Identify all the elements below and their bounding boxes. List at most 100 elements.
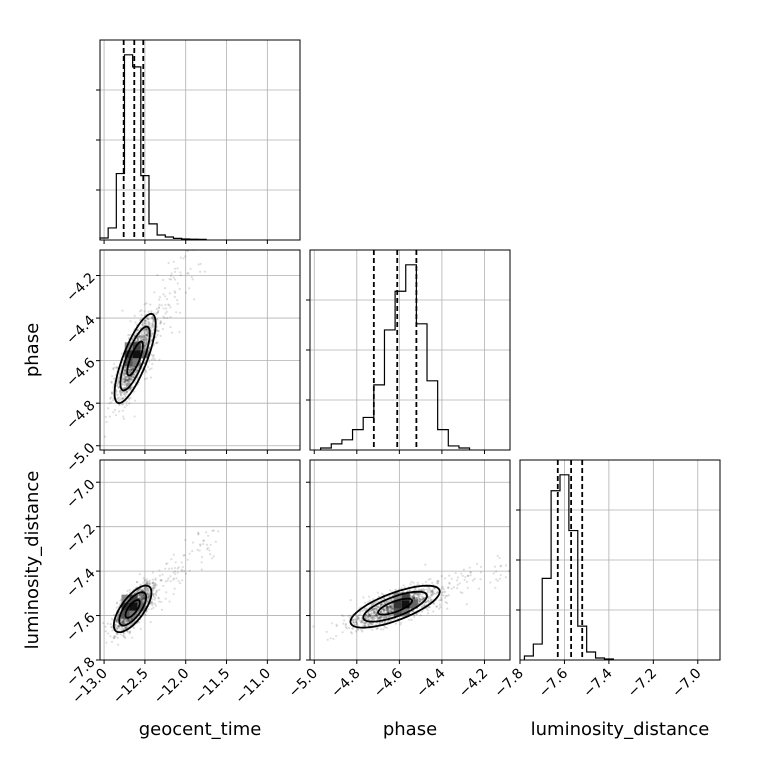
sample-point	[386, 611, 390, 614]
sample-point	[148, 581, 152, 585]
sample-point	[140, 313, 143, 317]
sample-point	[117, 379, 120, 382]
sample-point	[115, 393, 118, 396]
sample-point	[382, 607, 385, 610]
sample-point	[370, 609, 373, 612]
sample-point	[386, 600, 389, 603]
sample-point	[357, 617, 360, 620]
sample-point	[364, 617, 367, 620]
sample-point	[131, 366, 134, 369]
sample-point	[147, 589, 150, 592]
sample-point	[140, 331, 143, 334]
contour-level-1	[119, 325, 151, 392]
contour-level-0	[124, 599, 141, 619]
sample-point	[465, 603, 468, 606]
sample-point	[361, 610, 364, 613]
sample-point	[151, 582, 154, 585]
sample-point	[136, 339, 139, 342]
sample-point	[379, 617, 382, 620]
sample-point	[119, 367, 123, 370]
sample-point	[144, 334, 148, 337]
sample-point	[116, 383, 120, 386]
sample-point	[144, 586, 147, 590]
sample-point	[156, 341, 159, 344]
sample-point	[183, 554, 186, 557]
sample-point	[158, 306, 161, 309]
sample-point	[414, 592, 417, 595]
sample-point	[126, 382, 129, 385]
sample-point	[573, 548, 575, 550]
sample-point	[153, 358, 157, 361]
sample-point	[372, 602, 375, 605]
sample-point	[152, 584, 156, 587]
sample-point	[382, 616, 385, 619]
sample-point	[349, 599, 352, 602]
sample-point	[139, 326, 143, 329]
sample-point	[516, 565, 518, 567]
sample-point	[153, 582, 157, 585]
sample-point	[372, 611, 376, 614]
sample-point	[417, 592, 421, 596]
sample-point	[122, 620, 125, 624]
sample-point	[387, 595, 391, 598]
sample-point	[367, 595, 371, 598]
sample-point	[390, 613, 393, 616]
sample-point	[143, 319, 147, 322]
sample-point	[412, 595, 415, 598]
sample-point	[125, 390, 128, 394]
sample-point	[137, 589, 140, 592]
sample-point	[358, 619, 361, 622]
sample-point	[387, 611, 390, 614]
sample-point	[447, 586, 450, 590]
sample-point	[170, 567, 174, 570]
sample-point	[427, 589, 430, 592]
sample-point	[141, 335, 144, 339]
grid	[100, 40, 300, 240]
sample-point	[383, 608, 386, 612]
sample-point	[169, 274, 173, 277]
sample-point	[153, 583, 157, 587]
sample-point	[140, 595, 143, 598]
sample-point	[154, 592, 157, 596]
sample-point	[344, 625, 348, 629]
sample-point	[135, 371, 138, 374]
sample-point	[139, 334, 142, 338]
sample-point	[216, 224, 218, 226]
sample-point	[124, 371, 127, 374]
sample-point	[152, 593, 155, 596]
sample-point	[155, 308, 158, 311]
sample-point	[177, 579, 180, 583]
sample-point	[358, 610, 362, 613]
sample-point	[375, 623, 378, 626]
sample-point	[147, 594, 150, 597]
sample-point	[145, 578, 149, 581]
sample-point	[363, 622, 366, 625]
contour-level-1	[362, 590, 428, 623]
sample-point	[154, 578, 157, 581]
sample-point	[427, 586, 430, 589]
sample-point	[191, 234, 193, 236]
sample-point	[533, 543, 535, 545]
sample-point	[193, 298, 196, 301]
sample-point	[421, 598, 424, 601]
sample-point	[145, 580, 148, 584]
sample-point	[155, 318, 159, 321]
sample-point	[146, 318, 149, 321]
sample-point	[143, 332, 146, 335]
sample-point	[140, 592, 143, 596]
sample-point	[129, 368, 132, 371]
sample-point	[115, 618, 119, 621]
sample-point	[152, 586, 155, 589]
sample-point	[371, 608, 375, 611]
sample-point	[168, 304, 171, 307]
sample-point	[124, 621, 127, 624]
sample-point	[128, 368, 131, 372]
sample-point	[119, 392, 122, 395]
sample-point	[216, 206, 218, 208]
sample-point	[143, 334, 146, 337]
sample-point	[368, 622, 372, 625]
sample-point	[368, 623, 371, 626]
sample-point	[203, 270, 207, 273]
sample-point	[354, 623, 357, 626]
tick-label-y: −7.0	[63, 477, 98, 512]
